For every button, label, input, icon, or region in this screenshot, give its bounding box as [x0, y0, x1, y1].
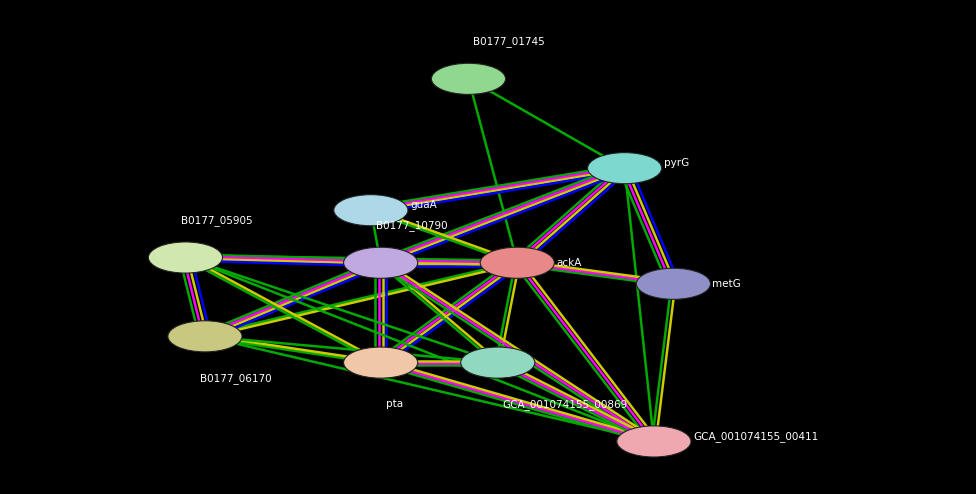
Ellipse shape [480, 247, 554, 278]
Text: pyrG: pyrG [664, 158, 689, 168]
Ellipse shape [461, 347, 535, 378]
Ellipse shape [344, 247, 418, 278]
Text: pta: pta [386, 400, 403, 410]
Ellipse shape [588, 153, 662, 184]
Text: B0177_10790: B0177_10790 [376, 220, 447, 231]
Ellipse shape [617, 426, 691, 457]
Ellipse shape [148, 242, 223, 273]
Ellipse shape [431, 63, 506, 94]
Text: guaA: guaA [410, 200, 436, 210]
Text: GCA_001074155_00411: GCA_001074155_00411 [693, 431, 818, 442]
Text: B0177_06170: B0177_06170 [200, 373, 271, 384]
Ellipse shape [168, 321, 242, 352]
Ellipse shape [636, 268, 711, 299]
Ellipse shape [344, 347, 418, 378]
Text: ackA: ackA [556, 258, 582, 268]
Text: B0177_01745: B0177_01745 [473, 37, 546, 47]
Ellipse shape [334, 195, 408, 226]
Text: metG: metG [712, 279, 741, 289]
Text: B0177_05905: B0177_05905 [181, 215, 252, 226]
Text: GCA_001074155_00869: GCA_001074155_00869 [503, 400, 628, 411]
